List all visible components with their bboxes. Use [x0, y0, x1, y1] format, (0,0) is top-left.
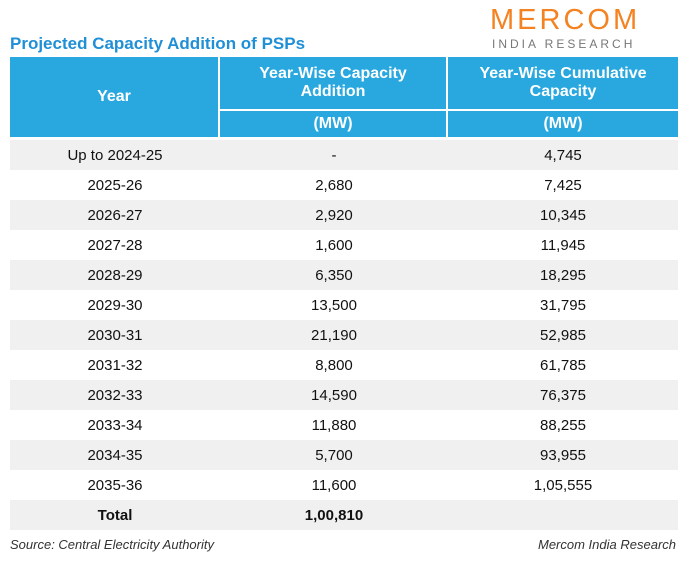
table-cell: 2029-30	[87, 296, 143, 314]
header-cell: Year-Wise Capacity Addition	[220, 57, 446, 109]
credit: Mercom India Research	[538, 537, 676, 552]
header-cell: Year-Wise Cumulative Capacity	[448, 57, 678, 109]
source: Source: Central Electricity Authority	[10, 537, 214, 552]
table-cell: 2034-35	[87, 446, 143, 464]
row-band	[10, 140, 678, 170]
table-cell: 8,800	[315, 356, 353, 374]
table-cell: 2025-26	[87, 176, 143, 194]
row-band	[10, 320, 678, 350]
header-unit: (MW)	[448, 111, 678, 137]
row-band	[10, 260, 678, 290]
total-cell: 1,00,810	[304, 506, 364, 524]
table-cell: 61,785	[540, 356, 586, 374]
table-cell: 11,600	[311, 476, 357, 494]
total-cell: Total	[97, 506, 133, 524]
table-cell: 52,985	[540, 326, 586, 344]
table-cell: 2026-27	[87, 206, 143, 224]
table-cell: 1,05,555	[533, 476, 593, 494]
table-cell: 4,745	[544, 146, 582, 164]
table-cell: 21,190	[311, 326, 357, 344]
table-cell: 2,920	[315, 206, 353, 224]
row-band	[10, 380, 678, 410]
header-unit: (MW)	[220, 111, 446, 137]
table-cell: 88,255	[540, 416, 586, 434]
header-cell: Year	[10, 57, 218, 137]
logo: MERCOM	[490, 4, 641, 36]
table-cell: 2027-28	[87, 236, 143, 254]
table-cell: 1,600	[315, 236, 353, 254]
table-cell: 2,680	[315, 176, 353, 194]
table-cell: 11,880	[311, 416, 357, 434]
row-band	[10, 200, 678, 230]
table-cell: 2033-34	[87, 416, 143, 434]
title: Projected Capacity Addition of PSPs	[10, 34, 306, 53]
table-cell: 31,795	[540, 296, 586, 314]
table-cell: 5,700	[315, 446, 353, 464]
table-cell: 76,375	[540, 386, 586, 404]
row-band	[10, 500, 678, 530]
table-cell: 10,345	[540, 206, 586, 224]
table-cell: Up to 2024-25	[67, 146, 163, 164]
table-cell: 2032-33	[87, 386, 143, 404]
table-cell: 93,955	[540, 446, 586, 464]
logo-subtitle: INDIA RESEARCH	[492, 37, 636, 51]
table-cell: 2035-36	[87, 476, 143, 494]
table-cell: 2030-31	[87, 326, 143, 344]
table-cell: 2031-32	[87, 356, 143, 374]
table-cell: 2028-29	[87, 266, 143, 284]
table-cell: 14,590	[311, 386, 357, 404]
row-band	[10, 440, 678, 470]
table-cell: 7,425	[544, 176, 582, 194]
table-cell: 13,500	[311, 296, 357, 314]
table-cell: 11,945	[540, 236, 586, 254]
table-cell: 18,295	[540, 266, 586, 284]
table-cell: -	[331, 146, 337, 164]
table-cell: 6,350	[315, 266, 353, 284]
